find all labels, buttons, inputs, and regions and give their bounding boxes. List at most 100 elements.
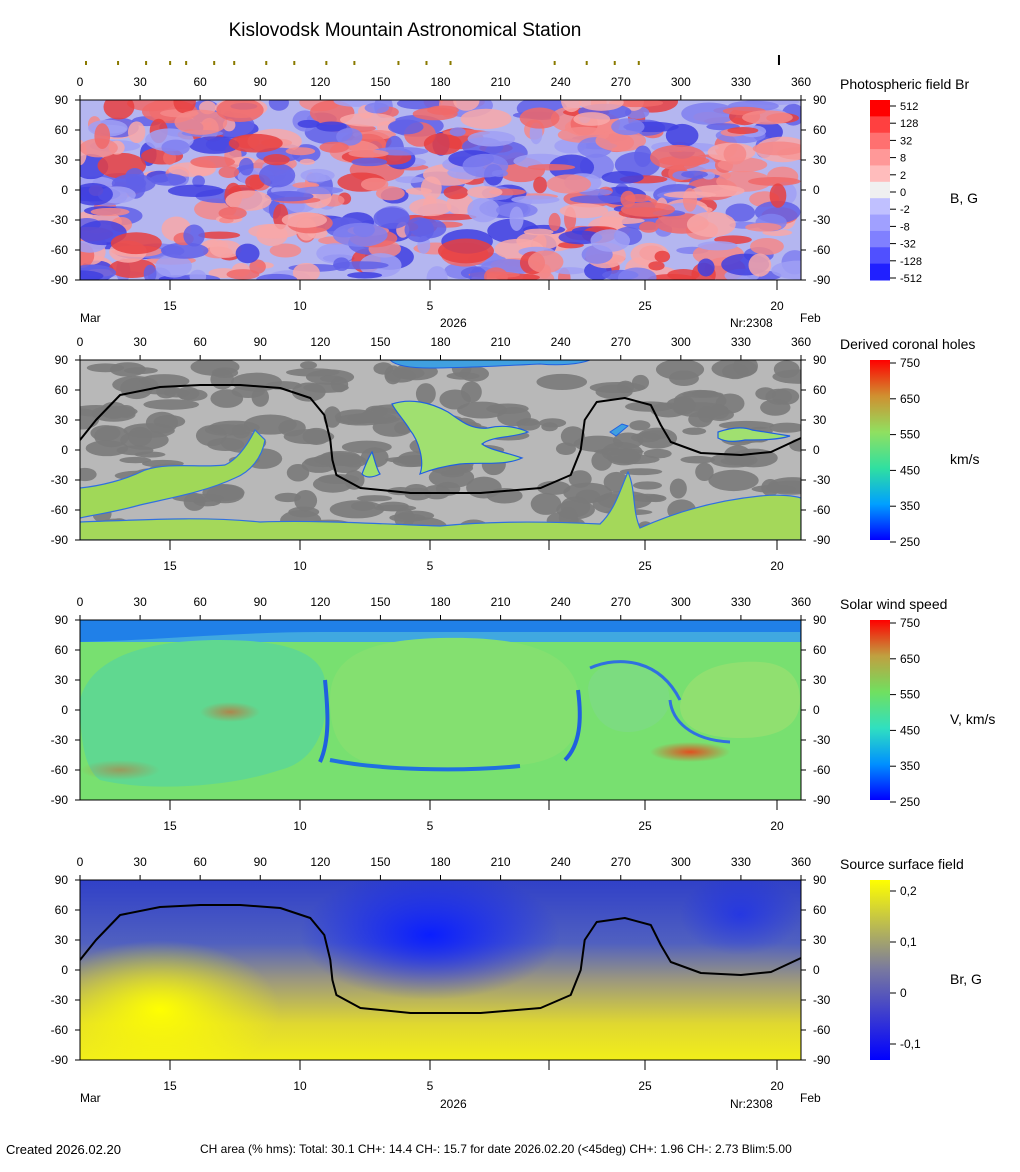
magnetic-region <box>536 373 588 390</box>
solar-wind-unit: V, km/s <box>950 711 995 727</box>
field-patch <box>648 261 665 271</box>
observation-mark <box>553 61 556 65</box>
magnetic-region <box>210 369 234 390</box>
field-patch <box>94 123 111 150</box>
colorbar-label: 350 <box>900 499 920 513</box>
x-tick-label: 150 <box>370 75 390 89</box>
x-tick-label: 270 <box>611 75 631 89</box>
date-tick-label: 15 <box>163 559 177 573</box>
field-patch <box>143 264 157 280</box>
y-tick-label: -60 <box>813 243 831 257</box>
field-patch <box>665 123 699 148</box>
observation-mark <box>213 61 216 65</box>
magnetic-region <box>123 367 158 374</box>
field-patch <box>663 191 717 199</box>
y-tick-label: -60 <box>813 503 831 517</box>
field-patch <box>590 229 631 252</box>
magnetic-region <box>645 494 667 503</box>
magnetic-region <box>285 368 340 377</box>
solar-wind-colorbar: 750 650 550 450 350 250 <box>870 616 920 809</box>
magnetic-region <box>573 435 623 453</box>
field-patch <box>189 136 240 154</box>
y-tick-label: -30 <box>51 473 69 487</box>
magnetic-region <box>156 385 177 399</box>
colorbar-label: -0,1 <box>900 1037 921 1051</box>
magnetic-region <box>516 417 541 431</box>
x-tick-label: 150 <box>370 855 390 869</box>
y-tick-label: 30 <box>813 413 827 427</box>
month-left-bottom: Mar <box>80 1091 101 1105</box>
y-tick-label: -90 <box>813 533 831 547</box>
y-tick-label: 90 <box>55 873 69 887</box>
magnetic-region <box>440 469 465 478</box>
coronal-hole-south <box>80 428 266 519</box>
coronal-hole-south-polar <box>80 470 801 540</box>
field-patch <box>299 158 315 165</box>
colorbar-label: 750 <box>900 356 920 370</box>
field-patch <box>546 174 592 194</box>
x-tick-label: 330 <box>731 75 751 89</box>
field-patch <box>548 212 561 231</box>
colorbar-band <box>870 230 890 248</box>
x-tick-label: 0 <box>77 855 84 869</box>
field-patch <box>160 242 209 259</box>
y-tick-label: 90 <box>55 353 69 367</box>
field-patch <box>256 273 298 280</box>
field-patch <box>189 269 207 280</box>
y-tick-label: -30 <box>51 993 69 1007</box>
y-tick-label: -30 <box>51 733 69 747</box>
created-label: Created 2026.02.20 <box>6 1142 121 1157</box>
y-tick-label: 30 <box>813 153 827 167</box>
field-patch <box>460 108 512 129</box>
field-patch <box>285 147 316 156</box>
solar-wind-title: Solar wind speed <box>840 596 947 612</box>
magnetic-region <box>341 440 392 454</box>
date-tick-label: 5 <box>427 299 434 313</box>
field-patch <box>723 143 747 165</box>
date-tick-label: 15 <box>163 299 177 313</box>
page-title: Kislovodsk Mountain Astronomical Station <box>228 20 582 41</box>
field-patch <box>681 102 737 125</box>
field-patch <box>264 191 314 202</box>
synoptic-maps: Photospheric field Br 0 30 60 90 120 150 180 21… <box>51 55 995 1111</box>
observation-mark <box>185 61 188 65</box>
y-tick-label: -90 <box>51 533 69 547</box>
magnetic-region <box>304 456 342 468</box>
field-patch <box>375 186 405 201</box>
observation-mark <box>397 61 400 65</box>
field-patch <box>364 102 389 114</box>
x-tick-label: 120 <box>310 595 330 609</box>
magnetic-region <box>356 495 393 502</box>
x-tick-label: 240 <box>551 75 571 89</box>
observation-marks <box>85 55 780 65</box>
colorbar-label: 350 <box>900 759 920 773</box>
field-patch <box>469 267 487 280</box>
magnetic-region <box>595 384 633 400</box>
observation-mark <box>293 61 296 65</box>
field-patch <box>268 100 289 111</box>
field-patch <box>750 237 784 255</box>
field-patch <box>620 202 675 217</box>
colorbar-label: 650 <box>900 652 920 666</box>
field-patch <box>296 186 344 195</box>
y-tick-label: -30 <box>813 213 831 227</box>
y-tick-label: -60 <box>813 763 831 777</box>
x-tick-label: 90 <box>254 75 268 89</box>
date-tick-label: 15 <box>163 819 177 833</box>
x-tick-label: 150 <box>370 335 390 349</box>
field-patch <box>752 141 801 156</box>
field-patch <box>412 107 458 121</box>
magnetic-region <box>80 467 97 482</box>
colorbar-strip <box>870 360 890 540</box>
field-patch <box>218 166 240 178</box>
field-patch <box>319 141 349 153</box>
field-patch <box>639 221 659 233</box>
field-patch <box>80 183 113 206</box>
date-tick-label: 25 <box>638 559 652 573</box>
field-patch <box>595 129 647 152</box>
field-patch <box>449 127 466 137</box>
magnetic-region <box>682 427 707 435</box>
field-patch <box>686 211 736 238</box>
field-patch <box>209 240 242 258</box>
